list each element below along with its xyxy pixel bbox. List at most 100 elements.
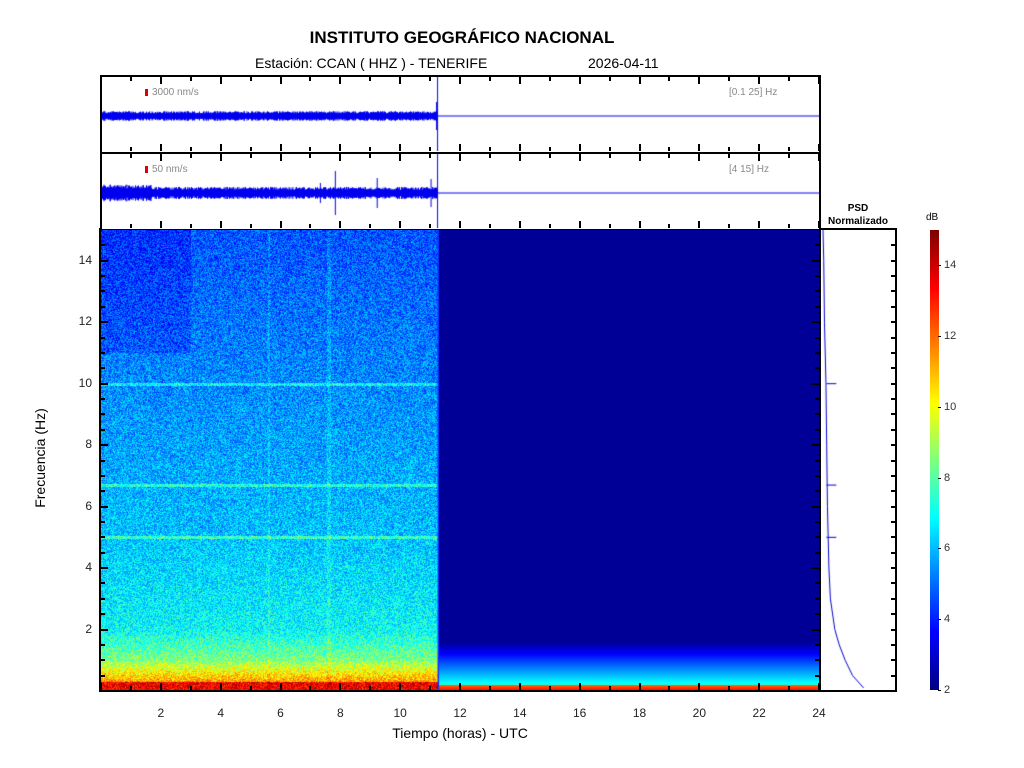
psd-tick-mark (891, 613, 895, 615)
psd-tick-mark (891, 413, 895, 415)
y-tick-mark (812, 383, 819, 385)
psd-tick-mark (891, 629, 895, 631)
trace-tick-mark (758, 221, 760, 228)
y-tick-label: 14 (70, 253, 92, 267)
x-tick-mark (100, 683, 102, 690)
trace-tick-mark (280, 77, 282, 84)
y-tick-mark (101, 659, 105, 661)
trace-tick-mark (220, 221, 222, 228)
trace-tick-mark (758, 154, 760, 161)
psd-tick-mark (891, 260, 895, 262)
y-tick-mark (101, 337, 105, 339)
trace-tick-mark (668, 147, 670, 151)
trace-tick-mark (459, 221, 461, 228)
y-tick-mark (101, 475, 105, 477)
trace-tick-mark (130, 224, 132, 228)
psd-tick-mark (891, 644, 895, 646)
trace-tick-mark (220, 77, 222, 84)
x-tick-label: 24 (804, 706, 834, 720)
y-tick-mark (101, 383, 108, 385)
y-tick-mark (101, 260, 108, 262)
x-axis-line (99, 690, 821, 692)
trace-tick-mark (220, 154, 222, 161)
y-tick-mark (101, 536, 105, 538)
y-tick-mark (101, 629, 108, 631)
y-tick-mark (101, 398, 105, 400)
trace-tick-mark (519, 221, 521, 228)
x-tick-mark (639, 683, 641, 690)
psd-tick-mark (891, 582, 895, 584)
colorbar-tick-mark (938, 548, 941, 549)
trace-tick-mark (100, 221, 102, 228)
y-tick-mark (101, 521, 105, 523)
y-tick-mark (101, 321, 108, 323)
trace-tick-mark (399, 144, 401, 151)
trace-tick-mark (160, 144, 162, 151)
y-tick-mark (815, 521, 819, 523)
x-tick-label: 20 (684, 706, 714, 720)
trace-tick-mark (788, 147, 790, 151)
y-tick-mark (101, 367, 105, 369)
psd-tick-mark (891, 552, 895, 554)
y-tick-mark (101, 644, 105, 646)
y-tick-label: 8 (70, 437, 92, 451)
psd-tick-mark (891, 383, 895, 385)
y-tick-mark (815, 644, 819, 646)
y-tick-mark (815, 536, 819, 538)
trace-tick-mark (549, 224, 551, 228)
y-tick-mark (101, 306, 105, 308)
trace-tick-mark (399, 221, 401, 228)
trace-tick-mark (788, 224, 790, 228)
trace-tick-mark (220, 144, 222, 151)
trace-tick-mark (758, 144, 760, 151)
x-tick-mark (609, 686, 611, 690)
colorbar-tick-label: 12 (944, 330, 956, 342)
trace-tick-mark (489, 77, 491, 81)
y-tick-mark (101, 582, 105, 584)
trace-tick-mark (698, 77, 700, 84)
y-tick-label: 4 (70, 560, 92, 574)
x-tick-mark (220, 683, 222, 690)
spectrogram-figure: INSTITUTO GEOGRÁFICO NACIONAL Estación: … (0, 0, 1024, 768)
trace-tick-mark (339, 221, 341, 228)
trace-tick-mark (579, 154, 581, 161)
trace-tick-mark (519, 144, 521, 151)
y-tick-mark (815, 475, 819, 477)
psd-tick-mark (891, 367, 895, 369)
trace-tick-mark (788, 77, 790, 81)
psd-tick-mark (891, 306, 895, 308)
x-tick-mark (280, 683, 282, 690)
x-tick-mark (698, 683, 700, 690)
y-tick-mark (101, 244, 105, 246)
y-tick-mark (101, 413, 105, 415)
colorbar-tick-label: 4 (944, 613, 950, 625)
psd-tick-mark (891, 429, 895, 431)
trace-tick-mark (339, 144, 341, 151)
trace-tick-mark (130, 154, 132, 158)
date-label: 2026-04-11 (588, 55, 659, 71)
y-tick-mark (815, 244, 819, 246)
y-tick-mark (815, 367, 819, 369)
y-tick-mark (101, 598, 105, 600)
trace-tick-mark (309, 154, 311, 158)
trace-tick-mark (309, 77, 311, 81)
trace-tick-mark (639, 154, 641, 161)
y-tick-mark (101, 490, 105, 492)
y-tick-mark (101, 275, 105, 277)
y-tick-mark (101, 460, 105, 462)
trace-tick-mark (190, 224, 192, 228)
psd-tick-mark (891, 460, 895, 462)
x-tick-mark (369, 686, 371, 690)
trace-tick-mark (668, 154, 670, 158)
trace-tick-mark (728, 77, 730, 81)
psd-tick-mark (891, 475, 895, 477)
psd-tick-mark (891, 321, 895, 323)
trace-tick-mark (549, 147, 551, 151)
y-tick-mark (812, 567, 819, 569)
y-tick-mark (815, 429, 819, 431)
psd-tick-mark (891, 290, 895, 292)
trace-tick-mark (160, 154, 162, 161)
x-tick-label: 14 (505, 706, 535, 720)
y-tick-mark (815, 659, 819, 661)
trace-tick-mark (429, 154, 431, 158)
